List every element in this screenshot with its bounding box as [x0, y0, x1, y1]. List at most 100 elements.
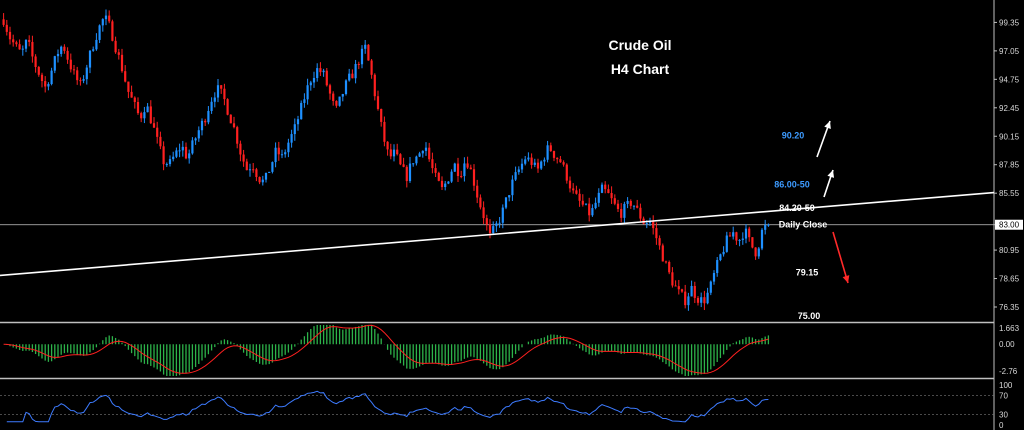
candle-body	[184, 146, 188, 159]
candle-body	[536, 162, 540, 169]
macd-signal-line	[3, 324, 769, 374]
candle-body	[373, 74, 376, 97]
candle-body	[287, 142, 290, 153]
candle-body	[328, 85, 332, 94]
candle-body	[15, 42, 18, 45]
candle-body	[626, 200, 629, 204]
candle-body	[716, 260, 719, 274]
candle-body	[664, 261, 668, 263]
candle-body	[34, 56, 37, 67]
candle-body	[428, 147, 431, 160]
candle-body	[149, 106, 152, 124]
candle-body	[95, 39, 98, 50]
candle-body	[252, 169, 255, 171]
candle-body	[415, 156, 418, 164]
candle-body	[232, 123, 236, 128]
candle-body	[50, 70, 53, 85]
candle-body	[88, 50, 92, 68]
candle-body	[175, 150, 178, 157]
candle-body	[114, 40, 117, 53]
candle-body	[405, 166, 408, 182]
candle-body	[639, 207, 642, 219]
candle-body	[712, 273, 716, 282]
candle-body	[562, 162, 565, 165]
candle-body	[447, 181, 450, 184]
candlesticks	[2, 9, 770, 311]
candle-body	[450, 171, 453, 182]
candle-body	[754, 247, 757, 257]
candle-body	[117, 52, 120, 55]
price-tick-label: 97.05	[999, 47, 1020, 56]
candle-body	[60, 46, 63, 54]
candle-body	[325, 70, 328, 86]
candle-body	[72, 69, 76, 71]
candle-body	[738, 239, 741, 241]
candle-body	[597, 192, 600, 203]
candle-body	[8, 31, 12, 40]
candle-body	[514, 172, 517, 180]
candle-body	[322, 70, 325, 73]
candle-body	[607, 189, 610, 194]
candle-body	[402, 164, 405, 167]
candle-body	[40, 74, 44, 82]
candle-body	[700, 297, 703, 303]
candle-body	[303, 99, 306, 103]
candle-body	[440, 180, 444, 188]
candle-body	[316, 68, 319, 79]
candle-body	[543, 159, 546, 162]
candle-body	[732, 232, 735, 237]
candle-body	[255, 169, 258, 178]
candle-body	[408, 163, 412, 182]
candle-body	[530, 157, 533, 165]
candle-body	[213, 97, 216, 102]
current-price-label: 83.00	[999, 221, 1020, 230]
candle-body	[594, 202, 597, 209]
candle-body	[226, 99, 229, 115]
candle-body	[220, 85, 223, 89]
candle-body	[111, 21, 114, 41]
chart-subtitle: H4 Chart	[611, 61, 670, 77]
macd-tick-label: 1.663	[999, 324, 1020, 333]
rsi-line	[6, 390, 769, 423]
price-tick-label: 90.15	[999, 132, 1020, 141]
candle-body	[767, 224, 770, 226]
candle-body	[389, 149, 392, 157]
candle-body	[421, 150, 424, 154]
candle-body	[655, 228, 658, 239]
candle-body	[236, 127, 239, 144]
candle-body	[476, 185, 479, 198]
macd-panel: 1.663 0.00 -2.76	[3, 324, 1020, 376]
candle-body	[76, 70, 79, 81]
candle-body	[380, 108, 383, 122]
candle-body	[399, 154, 402, 165]
candle-body	[146, 106, 149, 113]
candle-body	[588, 203, 591, 216]
candle-body	[552, 151, 556, 158]
candle-body	[37, 66, 40, 75]
candle-body	[5, 24, 8, 32]
candle-body	[581, 200, 584, 205]
macd-histogram	[6, 325, 770, 376]
macd-tick-label: -2.76	[999, 367, 1018, 376]
candle-body	[591, 208, 594, 216]
candle-body	[687, 296, 690, 306]
candle-body	[63, 46, 66, 51]
candle-body	[504, 197, 508, 208]
candle-body	[540, 161, 543, 169]
price-tick-label: 92.45	[999, 104, 1020, 113]
level-label: Daily Close	[779, 220, 828, 230]
candle-body	[636, 205, 639, 208]
candle-body	[210, 101, 213, 111]
candle-body	[757, 248, 760, 257]
candle-body	[168, 159, 172, 165]
candle-body	[684, 291, 687, 306]
candle-body	[108, 15, 111, 22]
candle-body	[456, 163, 460, 177]
rsi-tick-label: 0	[999, 421, 1004, 430]
candle-body	[162, 146, 165, 165]
candle-body	[18, 44, 21, 50]
candle-body	[341, 94, 344, 97]
candle-body	[12, 39, 15, 43]
candle-body	[98, 25, 101, 40]
